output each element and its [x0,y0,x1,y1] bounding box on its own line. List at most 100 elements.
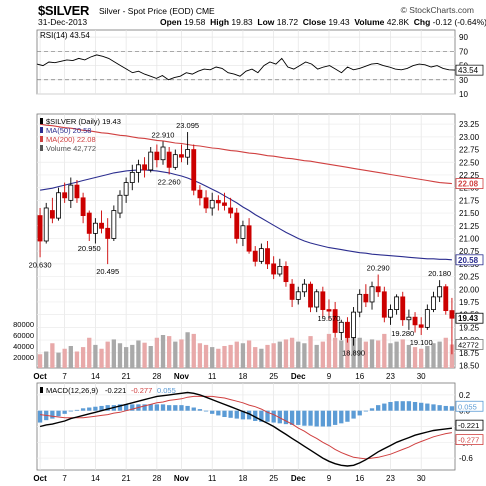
candle-body [375,286,381,293]
volume-bar [44,351,49,368]
volume-bar [240,343,246,368]
volume-bar [289,337,295,368]
macd-histogram-bar [228,410,233,418]
candle-body [123,182,129,196]
volume-bar [216,348,221,368]
volume-bar [210,347,215,368]
volume-bar [191,333,196,368]
macd-histogram-bar [123,404,129,411]
candle-body [160,146,166,161]
volume-bar [93,344,98,368]
volume-bar [400,339,405,368]
price-y-tick-label: 18.75 [459,349,480,358]
volume-bar [117,343,123,368]
macd-histogram-bar [93,406,98,411]
volume-bar [296,341,301,368]
volume-bar [265,344,270,368]
candle-body [191,149,197,191]
price-annotation: 20.630 [29,260,52,269]
price-y-tick-label: 21.75 [459,196,480,205]
price-x-tick-label: Nov [174,372,190,381]
price-annotation: 20.180 [428,269,451,278]
candle-body [148,151,154,171]
candle-body [166,151,172,168]
volume-bar [246,340,252,368]
candle-body [388,309,393,318]
macd-histogram-bar [74,409,80,411]
volume-bar [136,340,141,368]
macd-histogram-bar [382,403,387,411]
macd-histogram-bar [185,405,190,411]
ma50-line [40,169,452,261]
macd-histogram-bar [376,405,381,411]
volume-bar [271,343,276,368]
volume-bar [320,341,325,368]
candle-body [215,199,221,204]
price-x-tick-label: 9 [327,372,332,381]
macd-histogram-bar [296,410,301,425]
macd-y-tick-label: -0.6 [459,454,473,463]
candle-body [99,222,104,229]
candle-body [283,265,289,283]
candle-body [43,207,49,242]
candle-body [314,291,320,308]
volume-bar [56,352,61,368]
macd-histogram-bar [80,408,86,411]
volume-bar [357,337,362,368]
volume-y-tick-label: 60000 [13,331,34,340]
macd-histogram-bar [332,410,338,425]
candle-body [424,309,430,328]
volume-bar [363,341,369,368]
rsi-y-tick-label: 70 [459,47,468,56]
rsi-y-tick-label: 90 [459,33,468,42]
candle-body [86,212,92,234]
volume-bar [50,343,55,368]
macd-histogram-bar [210,410,215,414]
candle-body [197,189,203,199]
volume-bar [419,348,424,368]
price-x-tick-label: 18 [238,372,247,381]
macd-histogram-bar [148,404,153,411]
rsi-line [36,54,456,81]
macd-histogram-bar [240,410,246,420]
rsi-y-tick-label: 10 [459,90,468,99]
volume-bar [228,344,233,368]
volume-bar [332,337,338,368]
candle-body [179,154,184,158]
volume-y-tick-label: 40000 [13,342,34,351]
price-last-value-box [455,254,484,266]
candle-body [68,184,74,201]
price-x-tick-label: 7 [62,372,67,381]
volume-bar [68,346,73,368]
price-legend-swatch [40,136,43,142]
macd-last-value-tag: -0.277 [458,436,479,445]
macd-histogram-bar [265,410,270,422]
rsi-y-tick-label: 30 [459,76,468,85]
candle-body [172,154,178,168]
price-x-tick-label: Oct [33,372,47,381]
macd-histogram-bar [277,410,282,424]
price-y-tick-label: 22.75 [459,146,480,155]
volume-bar [388,343,393,368]
macd-histogram-bar [388,401,393,411]
macd-histogram-bar [308,410,313,426]
volume-bar [382,333,387,368]
macd-histogram-bar [326,410,332,427]
candle-body [295,291,301,300]
macd-x-tick-label: Nov [174,474,190,483]
macd-histogram-bar [357,410,362,416]
candle-body [37,215,43,242]
macd-histogram-bar [253,410,258,421]
macd-signal-line [40,395,452,460]
volume-bar [123,347,129,368]
candle-body [289,283,295,300]
price-last-value-tag: 19.43 [458,314,479,323]
macd-x-tick-label: 9 [327,474,332,483]
price-legend-entry: MA(200) 22.08 [46,135,96,144]
volume-bar [437,341,442,368]
price-last-value-box [455,312,484,324]
price-x-tick-label: 30 [417,372,426,381]
candle-body [326,309,332,312]
volume-bar [74,351,80,368]
rsi-last-value-box [455,64,484,76]
